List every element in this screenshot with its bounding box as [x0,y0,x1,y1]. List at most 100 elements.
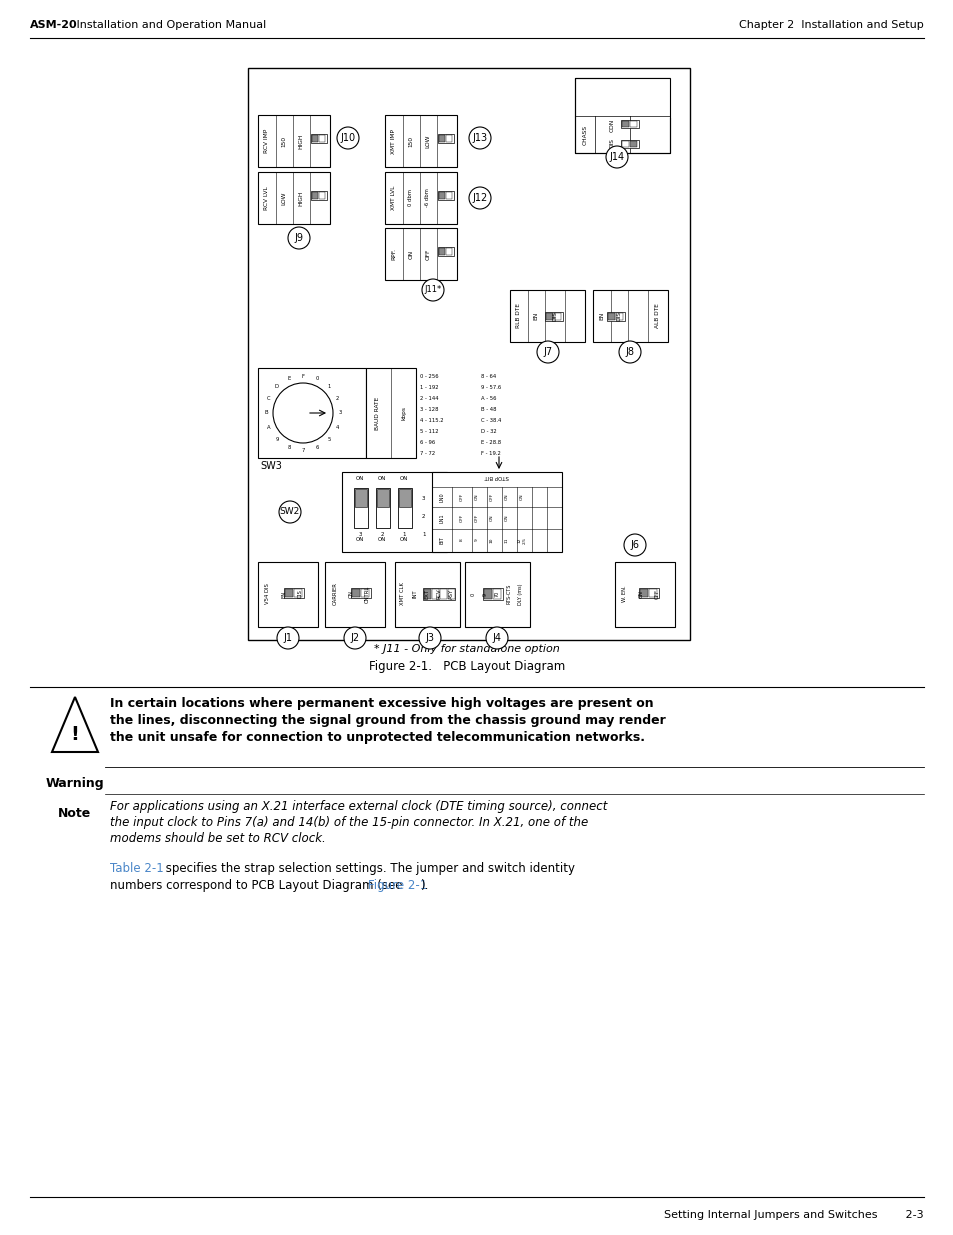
Bar [621,121,628,127]
Text: 2 - 144: 2 - 144 [419,396,438,401]
Text: E: E [287,377,290,382]
Text: W. EN.: W. EN. [622,585,627,603]
Bar [354,488,368,529]
Text: 7: 7 [301,447,304,452]
Text: 10: 10 [490,537,494,542]
Bar [575,78,669,153]
Circle shape [469,186,491,209]
Text: RCV IMP: RCV IMP [264,128,269,153]
Text: -6 dbm: -6 dbm [425,189,430,207]
Text: CARRIER: CARRIER [333,583,337,605]
Bar [318,135,325,142]
Text: 5: 5 [327,437,331,442]
Text: Table 2-1: Table 2-1 [110,862,164,876]
Text: 1 - 192: 1 - 192 [419,385,438,390]
Text: ON: ON [355,537,364,542]
Text: LN0: LN0 [439,493,444,501]
Text: D - 32: D - 32 [480,429,497,433]
Text: 2: 2 [421,514,425,519]
Bar [606,312,624,321]
Circle shape [469,127,491,149]
Text: RTS-CTS: RTS-CTS [506,584,511,604]
Text: CON: CON [609,119,614,132]
Text: ON: ON [348,590,354,598]
Bar [448,589,455,599]
Text: !: ! [71,725,79,743]
Text: 12
2.5: 12 2.5 [517,536,526,543]
Text: ).: ). [419,879,428,892]
Text: 5 - 112: 5 - 112 [419,429,438,433]
Text: 3: 3 [421,495,425,500]
Circle shape [537,341,558,363]
Text: the input clock to Pins 7(a) and 14(b) of the 15-pin connector. In X.21, one of : the input clock to Pins 7(a) and 14(b) o… [110,816,588,829]
Bar [312,191,317,199]
Text: 3 - 128: 3 - 128 [419,408,438,412]
Text: EN: EN [598,312,604,320]
Text: DIS: DIS [297,589,302,599]
Bar [437,247,454,256]
Text: ASM-20: ASM-20 [30,20,77,30]
Text: J4: J4 [492,634,501,643]
Bar [629,121,637,127]
Text: EN: EN [281,590,286,598]
Text: J12: J12 [472,193,487,203]
Text: ON: ON [519,494,523,500]
Text: EN: EN [533,312,537,320]
Text: J1: J1 [283,634,293,643]
Text: DIS: DIS [552,311,557,321]
Text: F: F [301,373,304,378]
Circle shape [418,627,440,650]
Text: RPF.: RPF. [391,248,396,261]
Circle shape [623,534,645,556]
Bar [616,312,622,320]
Text: 8: 8 [287,445,291,450]
Bar [620,140,639,148]
Text: ALB DTE: ALB DTE [655,304,659,329]
Text: J14: J14 [609,152,624,162]
Bar [439,589,447,599]
Text: 0: 0 [470,593,475,595]
Text: EXT: EXT [424,589,429,599]
Text: 0: 0 [315,377,318,382]
Bar [284,588,304,598]
Bar [554,312,560,320]
Text: * J11 - Only for standalone option: * J11 - Only for standalone option [374,643,559,655]
Bar [422,588,455,600]
Bar [446,191,452,199]
Bar [615,562,675,627]
Text: For applications using an X.21 interface external clock (DTE timing source), con: For applications using an X.21 interface… [110,800,607,813]
Text: 8: 8 [459,538,463,541]
Bar [257,115,330,167]
Text: modems should be set to RCV clock.: modems should be set to RCV clock. [110,832,325,845]
Text: ON: ON [399,475,408,480]
Text: J6: J6 [630,540,639,550]
Text: DIS: DIS [609,138,614,148]
Bar [257,562,317,627]
Bar [318,191,325,199]
Bar [248,68,689,640]
Bar [257,368,366,458]
Bar [395,562,459,627]
Text: RLB DTE: RLB DTE [516,304,521,329]
Text: OFF: OFF [459,493,463,501]
Text: 2: 2 [380,532,383,537]
Circle shape [288,227,310,249]
Text: V54 DIS: V54 DIS [265,584,271,604]
Bar [629,141,637,147]
Bar [325,562,385,627]
Text: the lines, disconnecting the signal ground from the chassis ground may render: the lines, disconnecting the signal grou… [110,714,665,727]
Text: XMT CLK: XMT CLK [400,583,405,605]
Bar [493,589,500,599]
Text: B: B [264,410,268,415]
Bar [432,589,438,599]
Bar [432,472,561,552]
Text: BIT: BIT [439,536,444,543]
Text: ASY: ASY [448,589,453,599]
Text: 0 dbm: 0 dbm [408,189,413,206]
Bar [294,589,302,597]
Text: CHASS: CHASS [582,125,587,144]
Bar [385,172,456,224]
Bar [375,488,390,529]
Text: OFF: OFF [654,589,659,599]
Text: D: D [274,384,278,389]
